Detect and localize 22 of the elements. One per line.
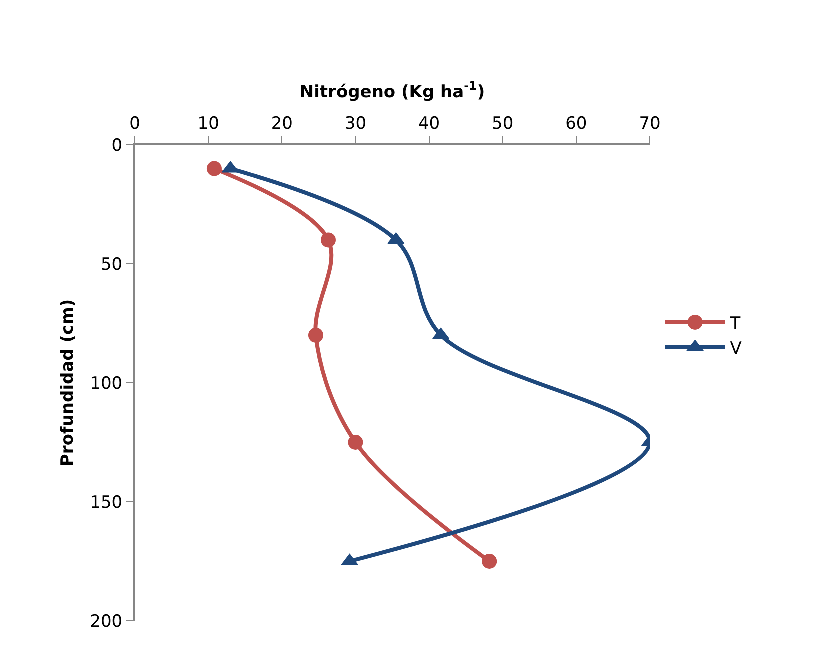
legend-label: V — [730, 339, 742, 360]
point — [320, 232, 336, 248]
point — [206, 161, 222, 176]
y-tick-label: 50 — [100, 254, 123, 275]
x-tick-label: 70 — [639, 114, 661, 134]
x-tick-label: 0 — [130, 114, 140, 134]
x-tick-label: 10 — [198, 114, 220, 134]
x-axis-title: Nitrógeno (Kg ha$^{-1}$) — [300, 79, 486, 102]
y-tick-label: 100 — [90, 374, 123, 394]
point — [482, 554, 498, 569]
x-tick-label: 50 — [492, 114, 514, 134]
x-tick-label: 40 — [418, 114, 440, 134]
x-tick-label: 20 — [271, 114, 293, 134]
y-tick-label: 150 — [90, 492, 123, 513]
y-axis-title: Profundidad (cm) — [58, 299, 78, 467]
point — [348, 435, 364, 450]
x-tick-label: 30 — [344, 114, 367, 134]
legend-label: T — [729, 314, 742, 334]
y-tick-label: 0 — [112, 136, 123, 156]
point — [308, 328, 324, 343]
x-tick-label: 60 — [566, 114, 588, 134]
y-tick-label: 200 — [90, 612, 123, 632]
